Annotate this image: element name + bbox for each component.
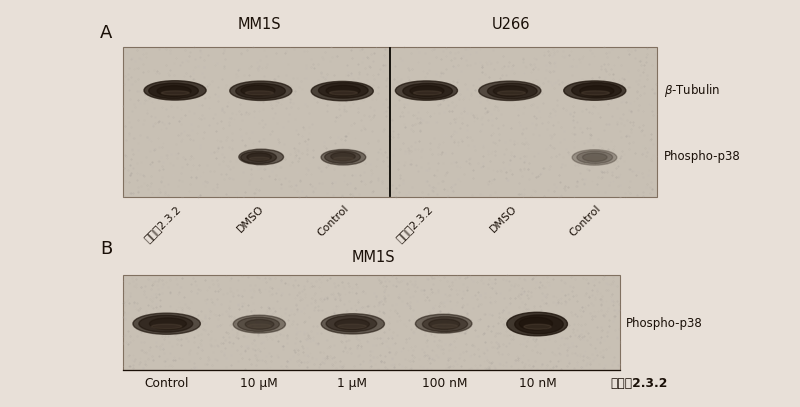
Ellipse shape	[334, 319, 370, 330]
Ellipse shape	[429, 319, 460, 329]
Ellipse shape	[414, 91, 442, 95]
Text: U266: U266	[492, 18, 530, 33]
Ellipse shape	[410, 85, 444, 96]
Ellipse shape	[239, 149, 283, 165]
Ellipse shape	[236, 83, 286, 99]
Ellipse shape	[494, 86, 527, 96]
Ellipse shape	[162, 91, 190, 95]
Ellipse shape	[422, 317, 468, 332]
Text: 1 μM: 1 μM	[337, 376, 367, 389]
Ellipse shape	[582, 153, 607, 162]
Text: Phospho-p38: Phospho-p38	[626, 317, 703, 330]
Ellipse shape	[506, 312, 567, 336]
Ellipse shape	[498, 91, 526, 95]
Ellipse shape	[233, 315, 286, 333]
Ellipse shape	[330, 91, 358, 95]
Text: DMSO: DMSO	[488, 204, 518, 234]
Ellipse shape	[241, 85, 275, 96]
Text: B: B	[100, 240, 112, 258]
Text: MM1S: MM1S	[351, 249, 395, 265]
Ellipse shape	[338, 324, 366, 328]
Ellipse shape	[580, 85, 614, 96]
Bar	[123, 47, 657, 197]
Ellipse shape	[322, 314, 385, 334]
Text: A: A	[100, 24, 112, 42]
Ellipse shape	[247, 153, 271, 161]
Ellipse shape	[334, 157, 354, 160]
Ellipse shape	[586, 157, 606, 160]
Ellipse shape	[514, 315, 563, 334]
Text: $\beta$-Tubulin: $\beta$-Tubulin	[664, 82, 720, 99]
Ellipse shape	[325, 151, 361, 163]
Ellipse shape	[241, 151, 277, 164]
Text: Control: Control	[315, 204, 350, 239]
Text: Control: Control	[144, 376, 189, 389]
Ellipse shape	[478, 81, 541, 101]
Text: DMSO: DMSO	[236, 204, 266, 234]
Ellipse shape	[250, 157, 270, 160]
Ellipse shape	[326, 315, 377, 332]
Ellipse shape	[415, 314, 472, 333]
Text: 10 nM: 10 nM	[518, 376, 557, 389]
Ellipse shape	[133, 313, 200, 334]
Ellipse shape	[572, 83, 622, 98]
Text: 化合物2.3.2: 化合物2.3.2	[394, 204, 434, 244]
Text: MM1S: MM1S	[238, 18, 282, 33]
Ellipse shape	[139, 315, 193, 332]
Text: 10 μM: 10 μM	[241, 376, 278, 389]
Ellipse shape	[318, 83, 368, 98]
Text: 100 nM: 100 nM	[422, 376, 467, 389]
Bar	[122, 276, 620, 370]
Ellipse shape	[151, 324, 182, 329]
Ellipse shape	[144, 81, 206, 100]
Ellipse shape	[149, 83, 198, 98]
Ellipse shape	[245, 319, 274, 329]
Ellipse shape	[238, 317, 279, 331]
Ellipse shape	[330, 152, 355, 161]
Text: 化合物2.3.2: 化合物2.3.2	[610, 376, 667, 389]
Text: Control: Control	[567, 204, 602, 239]
Ellipse shape	[582, 91, 610, 95]
Ellipse shape	[230, 81, 292, 101]
Ellipse shape	[321, 149, 366, 165]
Ellipse shape	[524, 324, 551, 329]
Ellipse shape	[157, 85, 191, 96]
Ellipse shape	[432, 324, 458, 328]
Ellipse shape	[395, 81, 458, 100]
Text: Phospho-p38: Phospho-p38	[664, 151, 741, 164]
Ellipse shape	[402, 83, 453, 99]
Ellipse shape	[564, 81, 626, 100]
Ellipse shape	[247, 324, 271, 328]
Ellipse shape	[577, 151, 613, 164]
Text: 化合物2.3.2: 化合物2.3.2	[142, 204, 182, 244]
Ellipse shape	[311, 81, 374, 101]
Ellipse shape	[519, 317, 553, 330]
Ellipse shape	[572, 150, 617, 165]
Ellipse shape	[150, 318, 186, 330]
Ellipse shape	[326, 85, 360, 96]
Ellipse shape	[487, 83, 537, 99]
Ellipse shape	[246, 91, 274, 95]
